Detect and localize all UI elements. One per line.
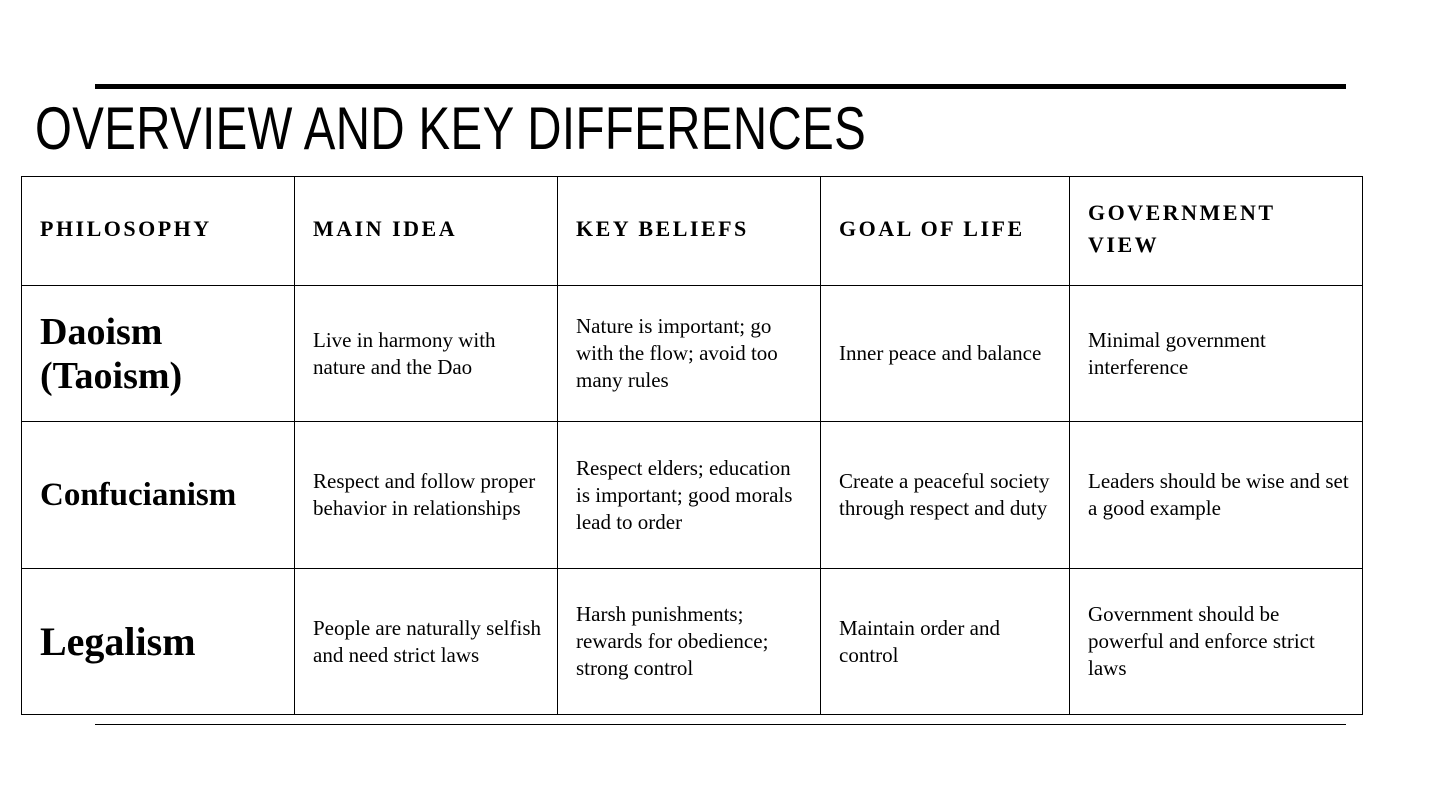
- bottom-rule: [95, 724, 1346, 725]
- top-rule: [95, 84, 1346, 89]
- main-idea-cell: Respect and follow proper behavior in re…: [294, 421, 558, 569]
- key-beliefs-cell: Respect elders; education is important; …: [557, 421, 821, 569]
- header-philosophy: PHILOSOPHY: [21, 176, 295, 286]
- header-goal-of-life: GOAL OF LIFE: [820, 176, 1070, 286]
- government-view-cell: Leaders should be wise and set a good ex…: [1069, 421, 1363, 569]
- goal-of-life-cell: Inner peace and balance: [820, 285, 1070, 422]
- header-key-beliefs: KEY BELIEFS: [557, 176, 821, 286]
- government-view-cell: Government should be powerful and enforc…: [1069, 568, 1363, 715]
- goal-of-life-cell: Maintain order and control: [820, 568, 1070, 715]
- key-beliefs-cell: Nature is important; go with the flow; a…: [557, 285, 821, 422]
- comparison-table: PHILOSOPHY MAIN IDEA KEY BELIEFS GOAL OF…: [21, 176, 1363, 715]
- philosophy-name: Daoism (Taoism): [21, 285, 295, 422]
- main-idea-cell: Live in harmony with nature and the Dao: [294, 285, 558, 422]
- philosophy-name: Confucianism: [21, 421, 295, 569]
- header-row: PHILOSOPHY MAIN IDEA KEY BELIEFS GOAL OF…: [21, 176, 1363, 286]
- main-idea-cell: People are naturally selfish and need st…: [294, 568, 558, 715]
- goal-of-life-cell: Create a peaceful society through respec…: [820, 421, 1070, 569]
- table-row: Confucianism Respect and follow proper b…: [21, 421, 1363, 569]
- government-view-cell: Minimal government interference: [1069, 285, 1363, 422]
- header-main-idea: MAIN IDEA: [294, 176, 558, 286]
- key-beliefs-cell: Harsh punishments; rewards for obedience…: [557, 568, 821, 715]
- table-row: Legalism People are naturally selfish an…: [21, 568, 1363, 715]
- table-row: Daoism (Taoism) Live in harmony with nat…: [21, 285, 1363, 422]
- header-government-view: GOVERNMENT VIEW: [1069, 176, 1363, 286]
- slide-title: OVERVIEW AND KEY DIFFERENCES: [35, 95, 867, 162]
- philosophy-name: Legalism: [21, 568, 295, 715]
